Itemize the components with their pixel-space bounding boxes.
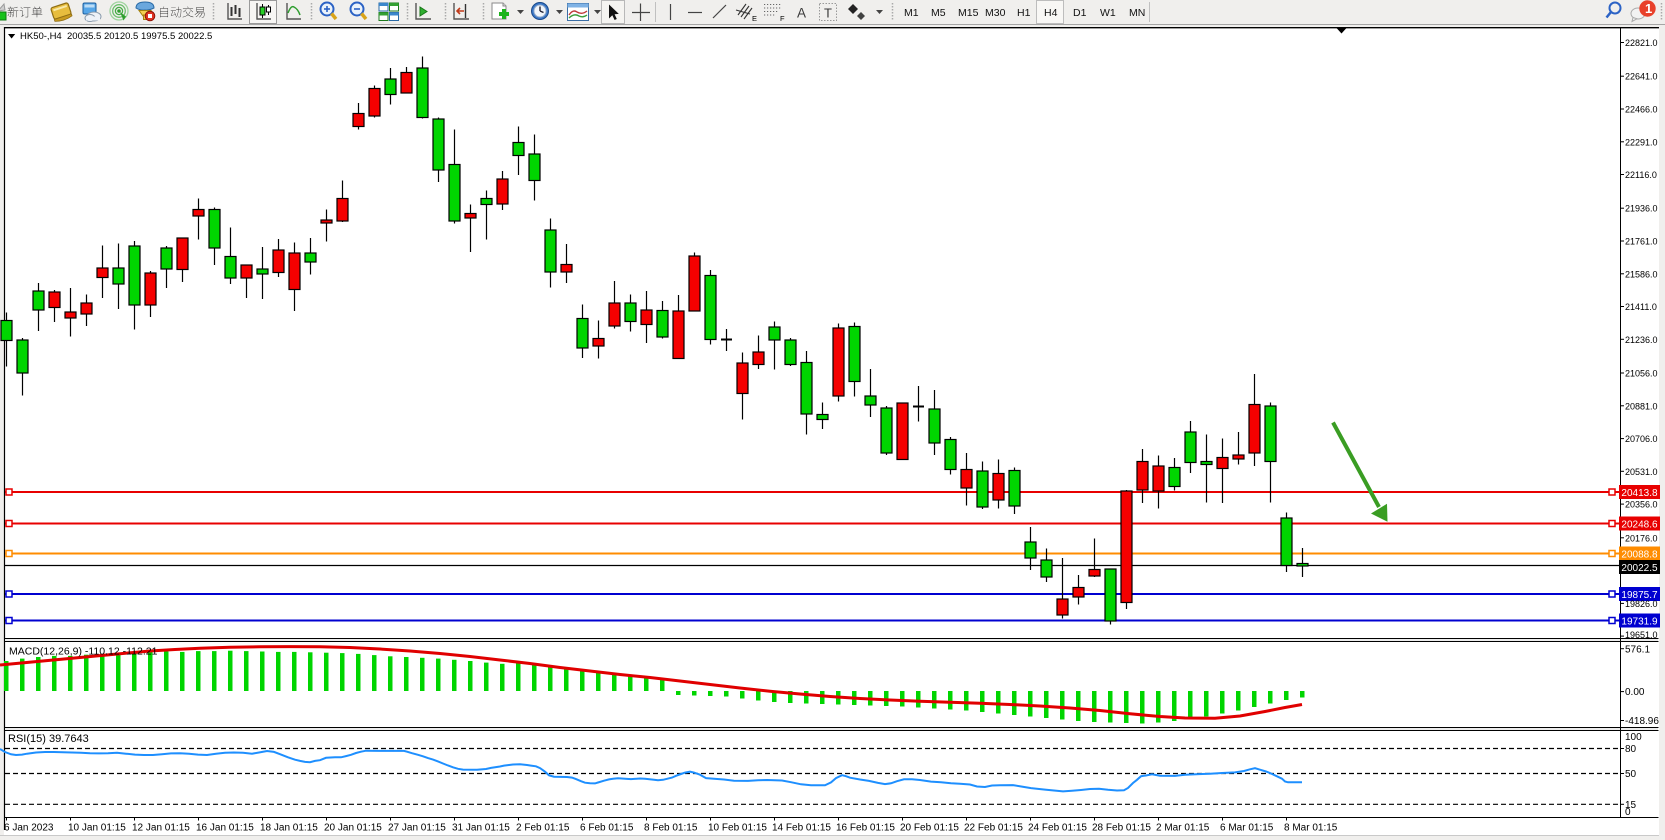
svg-text:MN: MN — [1129, 7, 1145, 19]
svg-text:1: 1 — [1645, 1, 1652, 16]
svg-text:16 Jan 01:15: 16 Jan 01:15 — [196, 823, 254, 834]
svg-text:6 Feb 01:15: 6 Feb 01:15 — [580, 823, 634, 834]
svg-text:14 Feb 01:15: 14 Feb 01:15 — [772, 823, 831, 834]
svg-text:F: F — [780, 14, 785, 23]
svg-text:21761.0: 21761.0 — [1625, 237, 1658, 247]
svg-text:8 Feb 01:15: 8 Feb 01:15 — [644, 823, 698, 834]
svg-text:H1: H1 — [1017, 7, 1031, 19]
svg-text:10 Feb 01:15: 10 Feb 01:15 — [708, 823, 767, 834]
svg-text:20356.0: 20356.0 — [1625, 500, 1658, 510]
svg-text:19826.0: 19826.0 — [1625, 599, 1658, 609]
svg-text:100: 100 — [1625, 732, 1642, 743]
svg-text:20531.0: 20531.0 — [1625, 467, 1658, 477]
svg-text:20088.8: 20088.8 — [1621, 549, 1658, 560]
svg-text:20 Feb 01:15: 20 Feb 01:15 — [900, 823, 959, 834]
svg-text:8 Mar 01:15: 8 Mar 01:15 — [1284, 823, 1338, 834]
svg-text:21936.0: 21936.0 — [1625, 204, 1658, 214]
svg-text:6 Jan 2023: 6 Jan 2023 — [4, 823, 54, 834]
svg-text:20022.5: 20022.5 — [1621, 563, 1658, 574]
svg-text:MACD(12,26,9) -110.12 -112.21: MACD(12,26,9) -110.12 -112.21 — [9, 646, 158, 658]
svg-text:E: E — [752, 14, 757, 23]
svg-text:24 Feb 01:15: 24 Feb 01:15 — [1028, 823, 1087, 834]
svg-text:20413.8: 20413.8 — [1621, 488, 1658, 499]
svg-text:22821.0: 22821.0 — [1625, 38, 1658, 48]
svg-text:21236.0: 21236.0 — [1625, 335, 1658, 345]
svg-text:18 Jan 01:15: 18 Jan 01:15 — [260, 823, 318, 834]
svg-text:21586.0: 21586.0 — [1625, 269, 1658, 279]
svg-text:RSI(15) 39.7643: RSI(15) 39.7643 — [8, 733, 89, 745]
svg-text:2 Mar 01:15: 2 Mar 01:15 — [1156, 823, 1210, 834]
svg-text:20248.6: 20248.6 — [1621, 519, 1658, 530]
svg-text:M30: M30 — [985, 7, 1006, 19]
svg-text:D1: D1 — [1073, 7, 1087, 19]
svg-text:22116.0: 22116.0 — [1625, 170, 1657, 180]
svg-text:H4: H4 — [1044, 7, 1058, 19]
svg-text:21056.0: 21056.0 — [1625, 369, 1658, 379]
svg-text:19731.9: 19731.9 — [1621, 616, 1658, 627]
svg-text:28 Feb 01:15: 28 Feb 01:15 — [1092, 823, 1151, 834]
svg-text:20706.0: 20706.0 — [1625, 434, 1658, 444]
svg-text:M1: M1 — [904, 7, 919, 19]
svg-text:0.00: 0.00 — [1625, 687, 1645, 698]
svg-text:15: 15 — [1625, 800, 1637, 811]
svg-text:19875.7: 19875.7 — [1621, 590, 1658, 601]
svg-text:20881.0: 20881.0 — [1625, 401, 1658, 411]
svg-text:10 Jan 01:15: 10 Jan 01:15 — [68, 823, 126, 834]
svg-text:6 Mar 01:15: 6 Mar 01:15 — [1220, 823, 1274, 834]
svg-text:W1: W1 — [1100, 7, 1116, 19]
svg-text:50: 50 — [1625, 769, 1637, 780]
svg-text:-418.96: -418.96 — [1625, 716, 1659, 727]
svg-text:31 Jan 01:15: 31 Jan 01:15 — [452, 823, 510, 834]
svg-text:22 Feb 01:15: 22 Feb 01:15 — [964, 823, 1023, 834]
svg-text:12 Jan 01:15: 12 Jan 01:15 — [132, 823, 190, 834]
svg-text:22291.0: 22291.0 — [1625, 137, 1658, 147]
svg-text:T: T — [824, 6, 832, 21]
svg-text:20 Jan 01:15: 20 Jan 01:15 — [324, 823, 382, 834]
svg-text:0: 0 — [1625, 807, 1631, 818]
svg-text:22641.0: 22641.0 — [1625, 72, 1658, 82]
svg-text:19651.0: 19651.0 — [1625, 630, 1658, 640]
svg-text:M5: M5 — [931, 7, 946, 19]
svg-text:16 Feb 01:15: 16 Feb 01:15 — [836, 823, 895, 834]
svg-text:22466.0: 22466.0 — [1625, 105, 1658, 115]
svg-text:2 Feb 01:15: 2 Feb 01:15 — [516, 823, 570, 834]
svg-text:M15: M15 — [958, 7, 979, 19]
svg-text:20176.0: 20176.0 — [1625, 533, 1658, 543]
svg-text:27 Jan 01:15: 27 Jan 01:15 — [388, 823, 446, 834]
svg-text:21411.0: 21411.0 — [1625, 302, 1657, 312]
svg-text:A: A — [797, 6, 806, 21]
svg-text:80: 80 — [1625, 744, 1637, 755]
svg-text:576.1: 576.1 — [1625, 644, 1650, 655]
